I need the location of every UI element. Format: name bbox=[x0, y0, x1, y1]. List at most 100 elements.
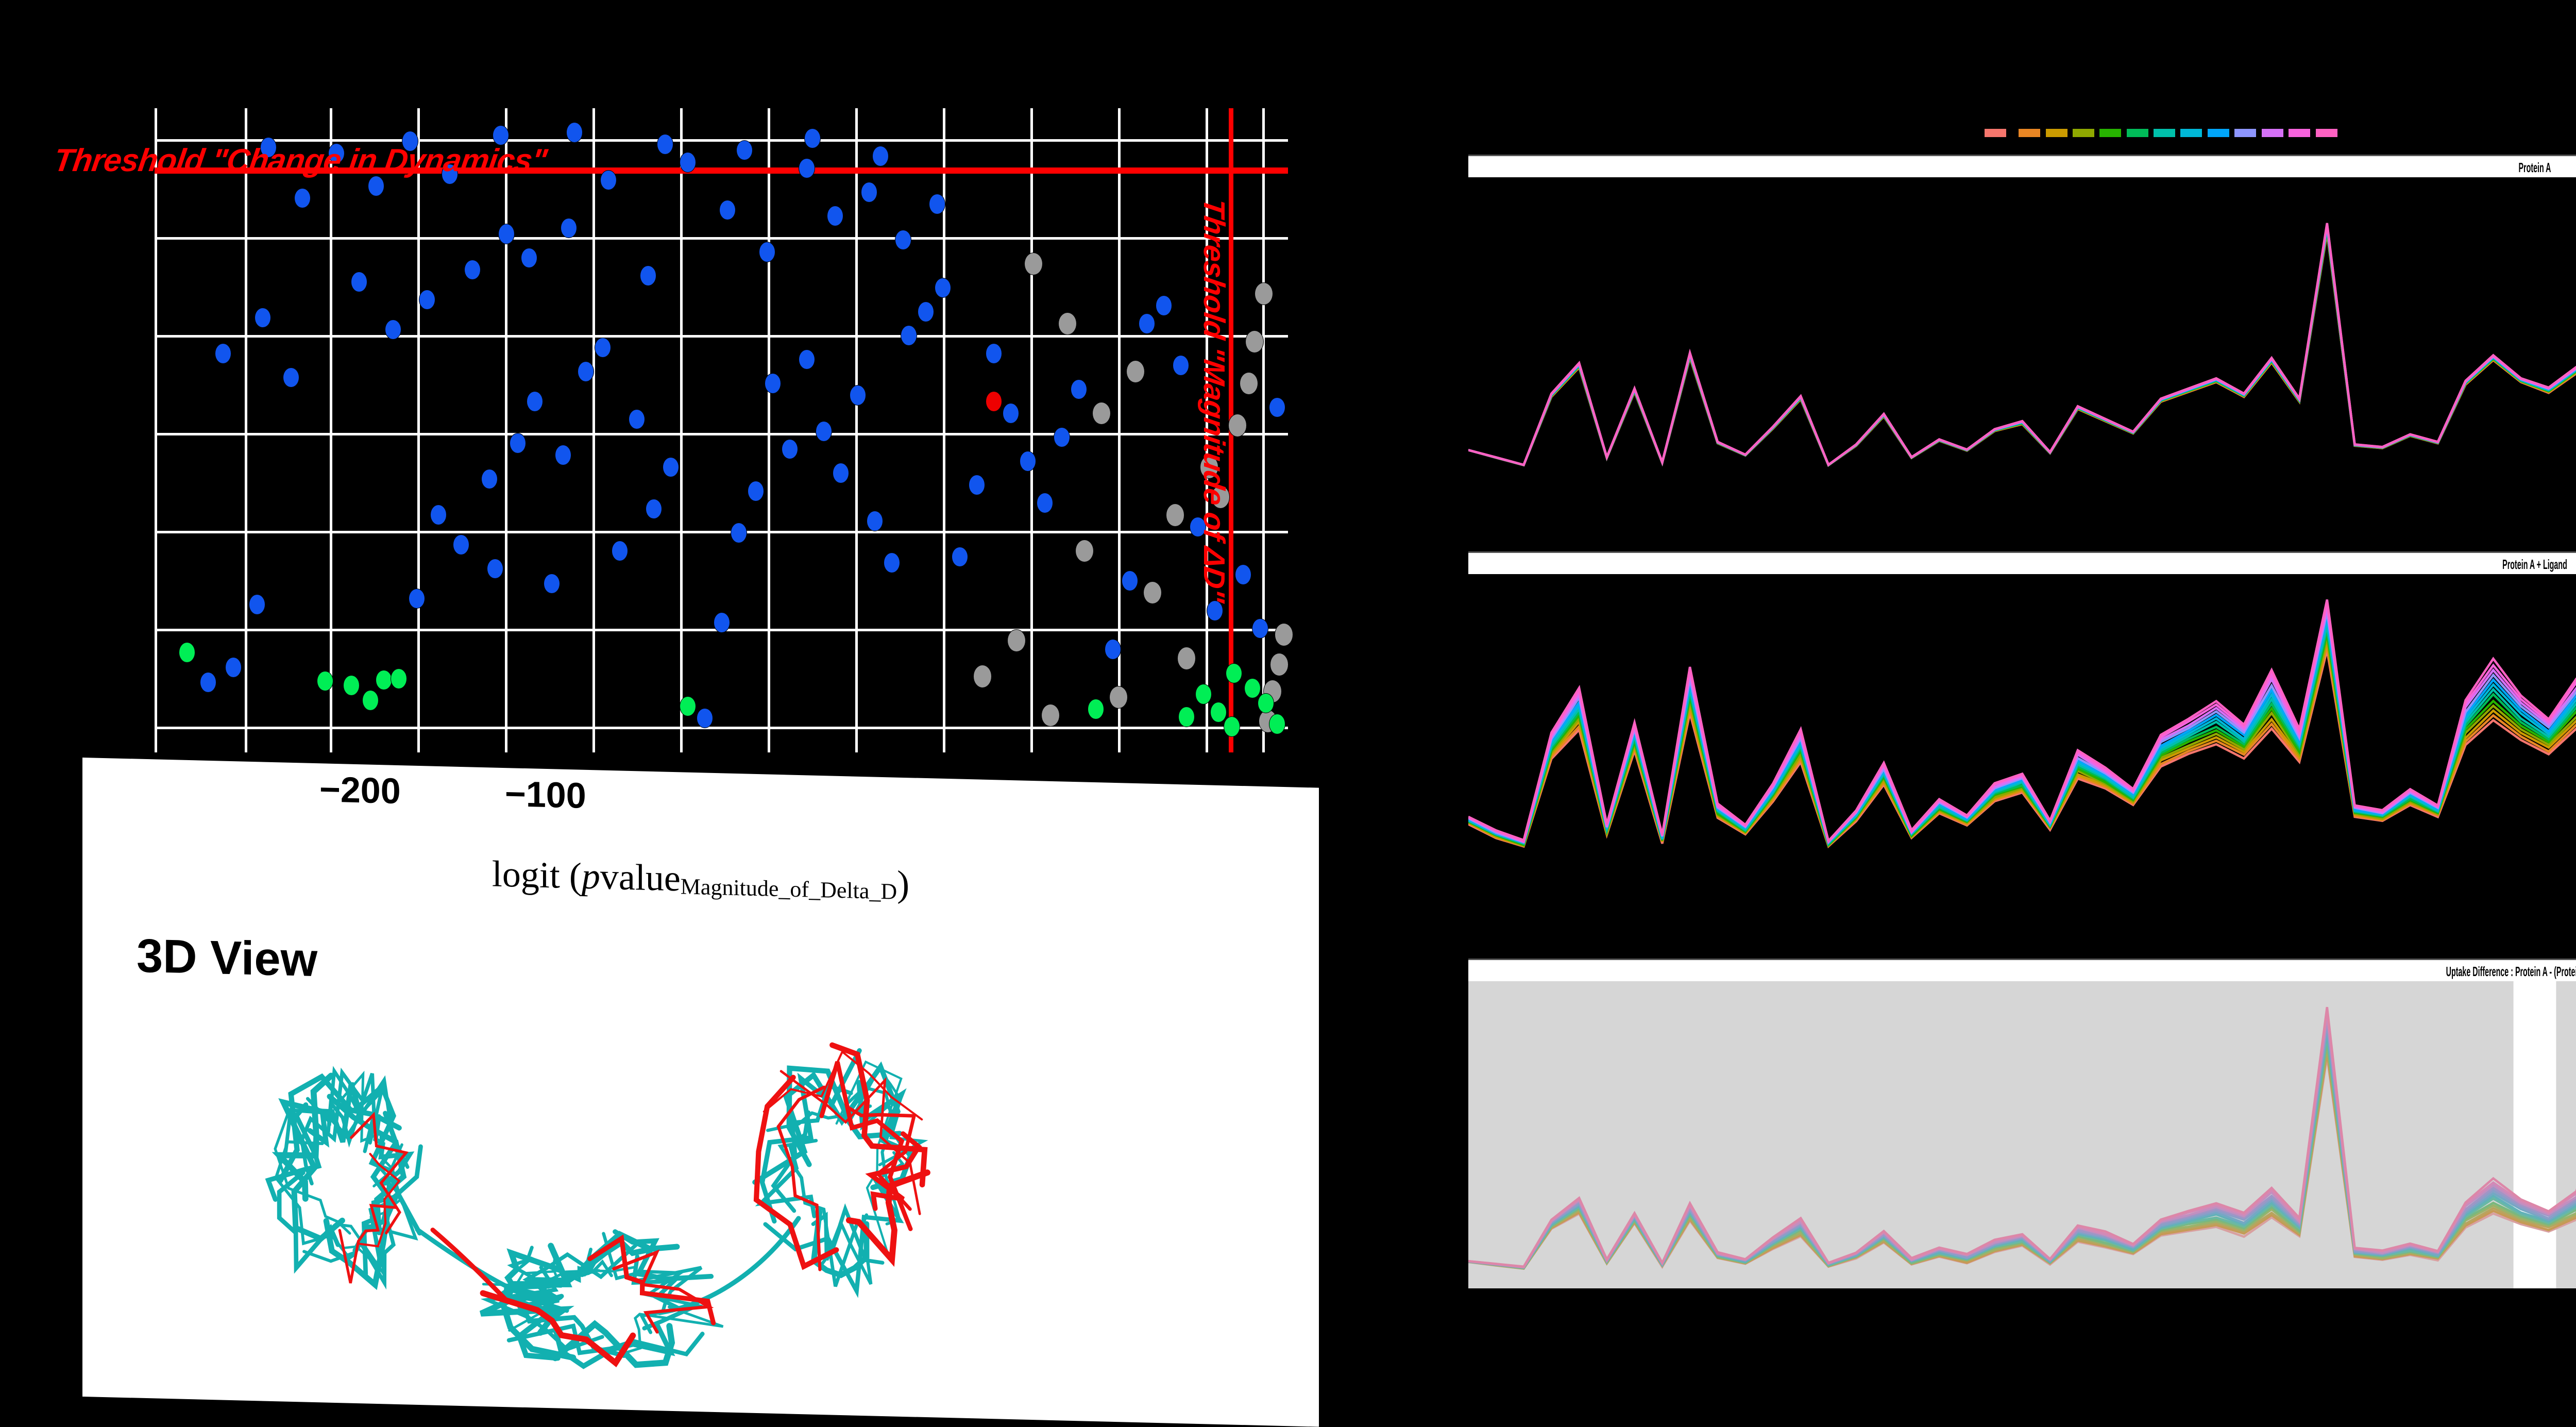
volcano-point-grey[interactable] bbox=[1245, 330, 1264, 354]
volcano-point-blue[interactable] bbox=[561, 218, 577, 239]
volcano-point-blue[interactable] bbox=[850, 385, 866, 406]
volcano-point-blue[interactable] bbox=[646, 499, 662, 519]
volcano-point-blue[interactable] bbox=[555, 445, 571, 465]
volcano-point-blue[interactable] bbox=[872, 146, 889, 166]
uptake-trace[interactable] bbox=[1468, 231, 2576, 465]
volcano-point-blue[interactable] bbox=[1207, 600, 1223, 621]
volcano-point-blue[interactable] bbox=[799, 158, 815, 179]
volcano-point-blue[interactable] bbox=[640, 265, 656, 286]
volcano-point-grey[interactable] bbox=[1075, 540, 1094, 563]
volcano-point-blue[interactable] bbox=[714, 612, 730, 633]
legend-swatch-timepoint-10[interactable] bbox=[2234, 129, 2256, 137]
volcano-point-grey[interactable] bbox=[1275, 623, 1293, 646]
volcano-point-green[interactable] bbox=[680, 696, 696, 717]
uptake-trace[interactable] bbox=[1468, 225, 2576, 465]
volcano-point-blue[interactable] bbox=[952, 547, 968, 567]
volcano-point-blue[interactable] bbox=[804, 128, 821, 149]
legend-swatch-timepoint-11[interactable] bbox=[2262, 129, 2283, 137]
volcano-point-blue[interactable] bbox=[1269, 397, 1285, 418]
volcano-point-grey[interactable] bbox=[1109, 686, 1128, 709]
volcano-point-grey[interactable] bbox=[1177, 647, 1196, 670]
volcano-point-blue[interactable] bbox=[969, 475, 985, 495]
volcano-point-grey[interactable] bbox=[1092, 402, 1111, 425]
volcano-point-blue[interactable] bbox=[680, 152, 696, 173]
volcano-point-blue[interactable] bbox=[663, 457, 679, 478]
volcano-point-blue[interactable] bbox=[464, 260, 481, 280]
volcano-point-blue[interactable] bbox=[929, 194, 945, 214]
volcano-point-blue[interactable] bbox=[861, 182, 877, 203]
volcano-point-blue[interactable] bbox=[1003, 403, 1019, 424]
volcano-point-blue[interactable] bbox=[736, 140, 753, 161]
volcano-point-blue[interactable] bbox=[1037, 493, 1053, 513]
volcano-point-blue[interactable] bbox=[249, 594, 265, 615]
legend-swatch-timepoint-12[interactable] bbox=[2289, 129, 2310, 137]
legend-swatch-timepoint-2[interactable] bbox=[2019, 129, 2040, 137]
legend-swatch-timepoint-4[interactable] bbox=[2073, 129, 2094, 137]
volcano-point-blue[interactable] bbox=[200, 672, 216, 693]
volcano-point-grey[interactable] bbox=[1240, 372, 1258, 395]
timepoint-legend[interactable] bbox=[1458, 129, 2576, 144]
volcano-point-blue[interactable] bbox=[600, 170, 617, 191]
uptake-chart-protein-a[interactable]: Protein A bbox=[1468, 155, 2576, 484]
volcano-point-blue[interactable] bbox=[731, 523, 747, 543]
legend-swatch-timepoint-3[interactable] bbox=[2046, 129, 2067, 137]
uptake-trace[interactable] bbox=[1468, 226, 2576, 465]
volcano-point-green[interactable] bbox=[1088, 699, 1104, 719]
volcano-point-blue[interactable] bbox=[765, 373, 781, 394]
uptake-trace[interactable] bbox=[1468, 230, 2576, 465]
legend-swatch-timepoint-1[interactable] bbox=[1985, 129, 2006, 137]
volcano-point-blue[interactable] bbox=[544, 574, 560, 594]
volcano-point-blue[interactable] bbox=[510, 433, 526, 454]
volcano-point-red[interactable] bbox=[986, 391, 1002, 412]
volcano-scatter-plot[interactable]: Threshold "Change in Dynamics" Threshold… bbox=[155, 108, 1288, 752]
legend-swatch-timepoint-9[interactable] bbox=[2208, 129, 2229, 137]
volcano-point-blue[interactable] bbox=[884, 552, 900, 573]
volcano-point-green[interactable] bbox=[362, 690, 379, 711]
chart-canvas-difference[interactable] bbox=[1468, 981, 2576, 1288]
volcano-point-blue[interactable] bbox=[1173, 355, 1189, 376]
volcano-point-green[interactable] bbox=[1210, 702, 1227, 723]
volcano-point-blue[interactable] bbox=[759, 242, 775, 262]
uptake-trace[interactable] bbox=[1468, 233, 2576, 465]
volcano-point-blue[interactable] bbox=[368, 176, 384, 196]
volcano-point-blue[interactable] bbox=[283, 367, 299, 388]
volcano-point-blue[interactable] bbox=[430, 505, 447, 525]
volcano-point-blue[interactable] bbox=[1252, 618, 1268, 639]
legend-swatch-timepoint-13[interactable] bbox=[2316, 129, 2337, 137]
volcano-point-grey[interactable] bbox=[1041, 704, 1060, 727]
volcano-point-blue[interactable] bbox=[481, 469, 498, 490]
volcano-point-green[interactable] bbox=[391, 668, 407, 689]
volcano-point-blue[interactable] bbox=[935, 278, 951, 298]
volcano-point-grey[interactable] bbox=[1126, 360, 1145, 383]
volcano-point-blue[interactable] bbox=[895, 230, 911, 250]
volcano-point-blue[interactable] bbox=[782, 439, 798, 460]
volcano-point-grey[interactable] bbox=[1143, 581, 1162, 605]
volcano-point-green[interactable] bbox=[1224, 716, 1240, 737]
chart-canvas-protein-a[interactable] bbox=[1468, 177, 2576, 484]
volcano-point-blue[interactable] bbox=[1105, 639, 1121, 660]
volcano-point-green[interactable] bbox=[1269, 714, 1285, 734]
volcano-point-green[interactable] bbox=[1244, 678, 1261, 699]
volcano-point-blue[interactable] bbox=[1139, 313, 1155, 334]
chart-canvas-protein-a-ligand[interactable] bbox=[1468, 574, 2576, 881]
volcano-point-blue[interactable] bbox=[1054, 427, 1070, 448]
volcano-point-green[interactable] bbox=[343, 675, 360, 696]
volcano-point-blue[interactable] bbox=[419, 290, 435, 310]
uptake-trace[interactable] bbox=[1468, 224, 2576, 465]
volcano-point-green[interactable] bbox=[1195, 684, 1212, 704]
volcano-point-blue[interactable] bbox=[827, 206, 843, 226]
volcano-point-blue[interactable] bbox=[629, 409, 645, 430]
uptake-trace[interactable] bbox=[1468, 223, 2576, 465]
volcano-point-blue[interactable] bbox=[498, 224, 515, 244]
volcano-point-blue[interactable] bbox=[225, 657, 242, 678]
volcano-point-blue[interactable] bbox=[816, 421, 832, 442]
volcano-point-blue[interactable] bbox=[255, 308, 271, 328]
uptake-chart-protein-a-ligand[interactable]: Protein A + Ligand bbox=[1468, 551, 2576, 881]
uptake-trace[interactable] bbox=[1468, 230, 2576, 465]
uptake-trace[interactable] bbox=[1468, 226, 2576, 465]
volcano-point-blue[interactable] bbox=[527, 391, 543, 412]
volcano-point-blue[interactable] bbox=[833, 463, 849, 483]
volcano-point-blue[interactable] bbox=[657, 134, 673, 155]
volcano-point-blue[interactable] bbox=[385, 320, 401, 340]
volcano-point-blue[interactable] bbox=[294, 188, 311, 209]
